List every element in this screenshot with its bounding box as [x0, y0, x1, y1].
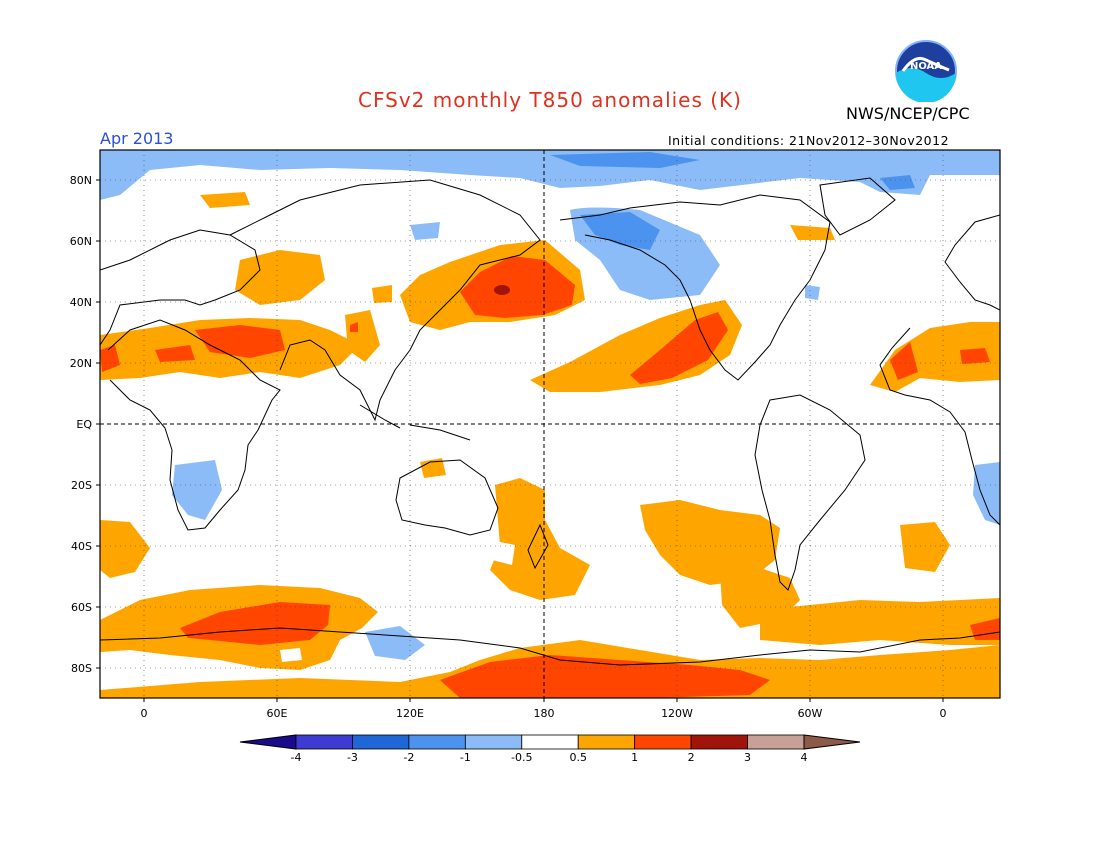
- latitude-labels: 80N 60N 40N 20N EQ 20S 40S 60S 80S: [70, 174, 93, 675]
- colorbar-bin: [634, 734, 692, 750]
- lat-label: 40S: [71, 540, 92, 553]
- colorbar-bin: [408, 734, 466, 750]
- colorbar-bin: [747, 734, 805, 750]
- colorbar-label: 4: [801, 751, 808, 764]
- longitude-labels: 0 60E 120E 180 120W 60W 0: [141, 707, 947, 720]
- lon-label: 60W: [798, 707, 823, 720]
- svg-text:NOAA: NOAA: [910, 61, 942, 72]
- lat-label: 80N: [70, 174, 92, 187]
- colorbar-bin: [521, 734, 579, 750]
- colorbar-label: 2: [688, 751, 695, 764]
- colorbar-high-arrow: [803, 734, 861, 750]
- colorbar-low-arrow: [239, 734, 297, 750]
- colorbar-label: -3: [347, 751, 358, 764]
- lat-label: 60S: [71, 601, 92, 614]
- lon-label: 0: [141, 707, 148, 720]
- longitude-ticks: [143, 698, 944, 702]
- latitude-ticks: [96, 179, 100, 669]
- colorbar-bin: [690, 734, 748, 750]
- colorbar-label: -2: [403, 751, 414, 764]
- map-title: CFSv2 monthly T850 anomalies (K): [358, 88, 742, 112]
- agency-label: NWS/NCEP/CPC: [846, 104, 970, 123]
- extreme-positive-anomaly-areas: [494, 285, 510, 295]
- colorbar-label: 0.5: [569, 751, 587, 764]
- colorbar-label: 1: [631, 751, 638, 764]
- lon-label: 120W: [661, 707, 693, 720]
- colorbar-bin: [464, 734, 523, 750]
- noaa-logo: NOAA: [895, 40, 957, 102]
- initial-conditions: Initial conditions: 21Nov2012–30Nov2012: [668, 133, 950, 148]
- lat-label: 40N: [70, 296, 92, 309]
- lat-label: 20N: [70, 357, 92, 370]
- strong-negative-anomaly-areas: [550, 152, 915, 250]
- lat-label: EQ: [76, 418, 92, 431]
- lon-label: 0: [940, 707, 947, 720]
- lat-label: 80S: [71, 662, 92, 675]
- colorbar-label: -4: [291, 751, 302, 764]
- colorbar-bin: [352, 734, 410, 750]
- coastlines: [100, 177, 1000, 666]
- lon-label: 60E: [267, 707, 288, 720]
- colorbar-bin: [295, 734, 353, 750]
- colorbar-bin: [577, 734, 636, 750]
- lon-label: 120E: [396, 707, 424, 720]
- lat-label: 60N: [70, 235, 92, 248]
- colorbar-label: -1: [460, 751, 471, 764]
- colorbar-label: 3: [744, 751, 751, 764]
- strong-positive-anomaly-areas: [100, 256, 1000, 698]
- lon-label: 180: [534, 707, 555, 720]
- lat-label: 20S: [71, 479, 92, 492]
- forecast-month: Apr 2013: [100, 129, 174, 148]
- grid-lines: [100, 150, 1000, 698]
- colorbar-label: -0.5: [511, 751, 532, 764]
